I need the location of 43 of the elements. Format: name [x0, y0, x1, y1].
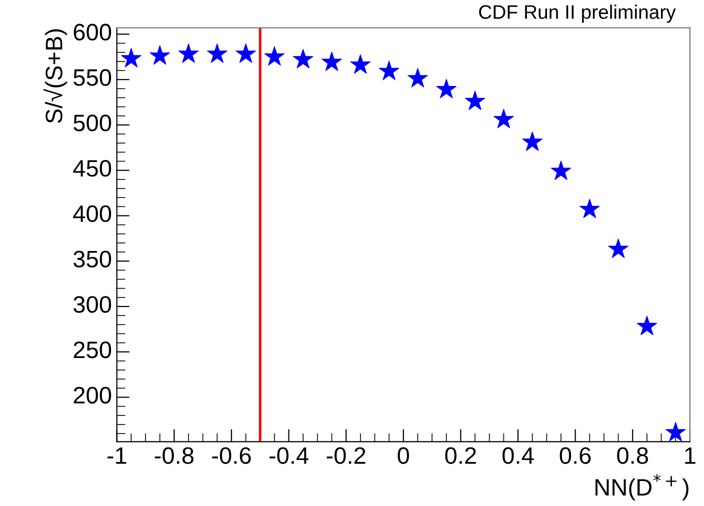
point: [550, 160, 572, 180]
x-tick-label: 1: [685, 447, 696, 464]
y-tick-label: 250: [74, 341, 112, 358]
x-tick-label: -0.8: [154, 447, 194, 464]
y-tick-label: 450: [73, 160, 112, 177]
point: [121, 48, 142, 68]
point: [207, 44, 228, 63]
point: [579, 198, 600, 218]
x-tick-label: -1: [107, 447, 126, 464]
point: [464, 90, 486, 110]
point: [408, 68, 428, 88]
point: [322, 52, 342, 72]
point: [494, 108, 514, 128]
x-tick-label: 0: [398, 447, 410, 464]
y-tick-label: 200: [74, 386, 112, 404]
point: [350, 54, 371, 74]
x-tick-label: -0.6: [212, 447, 251, 464]
x-tick-label: 0.4: [502, 447, 534, 464]
x-axis-title: NN(D$^{*+}$): [596, 474, 688, 500]
point: [665, 422, 686, 442]
y-tick-label: 550: [74, 69, 112, 86]
point: [150, 45, 170, 65]
point: [264, 46, 285, 66]
point: [608, 238, 628, 258]
y-tick-label: 400: [73, 205, 112, 222]
x-tick-label: 0.8: [617, 447, 648, 464]
x-tick-label: -0.2: [326, 447, 366, 464]
y-tick-label: 300: [74, 296, 112, 313]
point: [292, 48, 314, 68]
point: [236, 44, 256, 63]
x-tick-label: -0.4: [269, 447, 308, 464]
point: [636, 316, 658, 336]
y-tick-label: 500: [74, 114, 112, 132]
y-tick-label: 350: [74, 250, 112, 268]
point: [178, 44, 199, 63]
point: [436, 78, 457, 98]
point: [522, 132, 542, 151]
text: CDF Run II preliminary: [479, 4, 676, 23]
y-tick-label: 600: [74, 24, 112, 41]
x-tick-label: 0.2: [445, 447, 476, 464]
y-axis-title: S/√(S+B): [43, 29, 68, 124]
x-tick-label: 0.6: [560, 447, 591, 464]
point: [378, 60, 400, 80]
